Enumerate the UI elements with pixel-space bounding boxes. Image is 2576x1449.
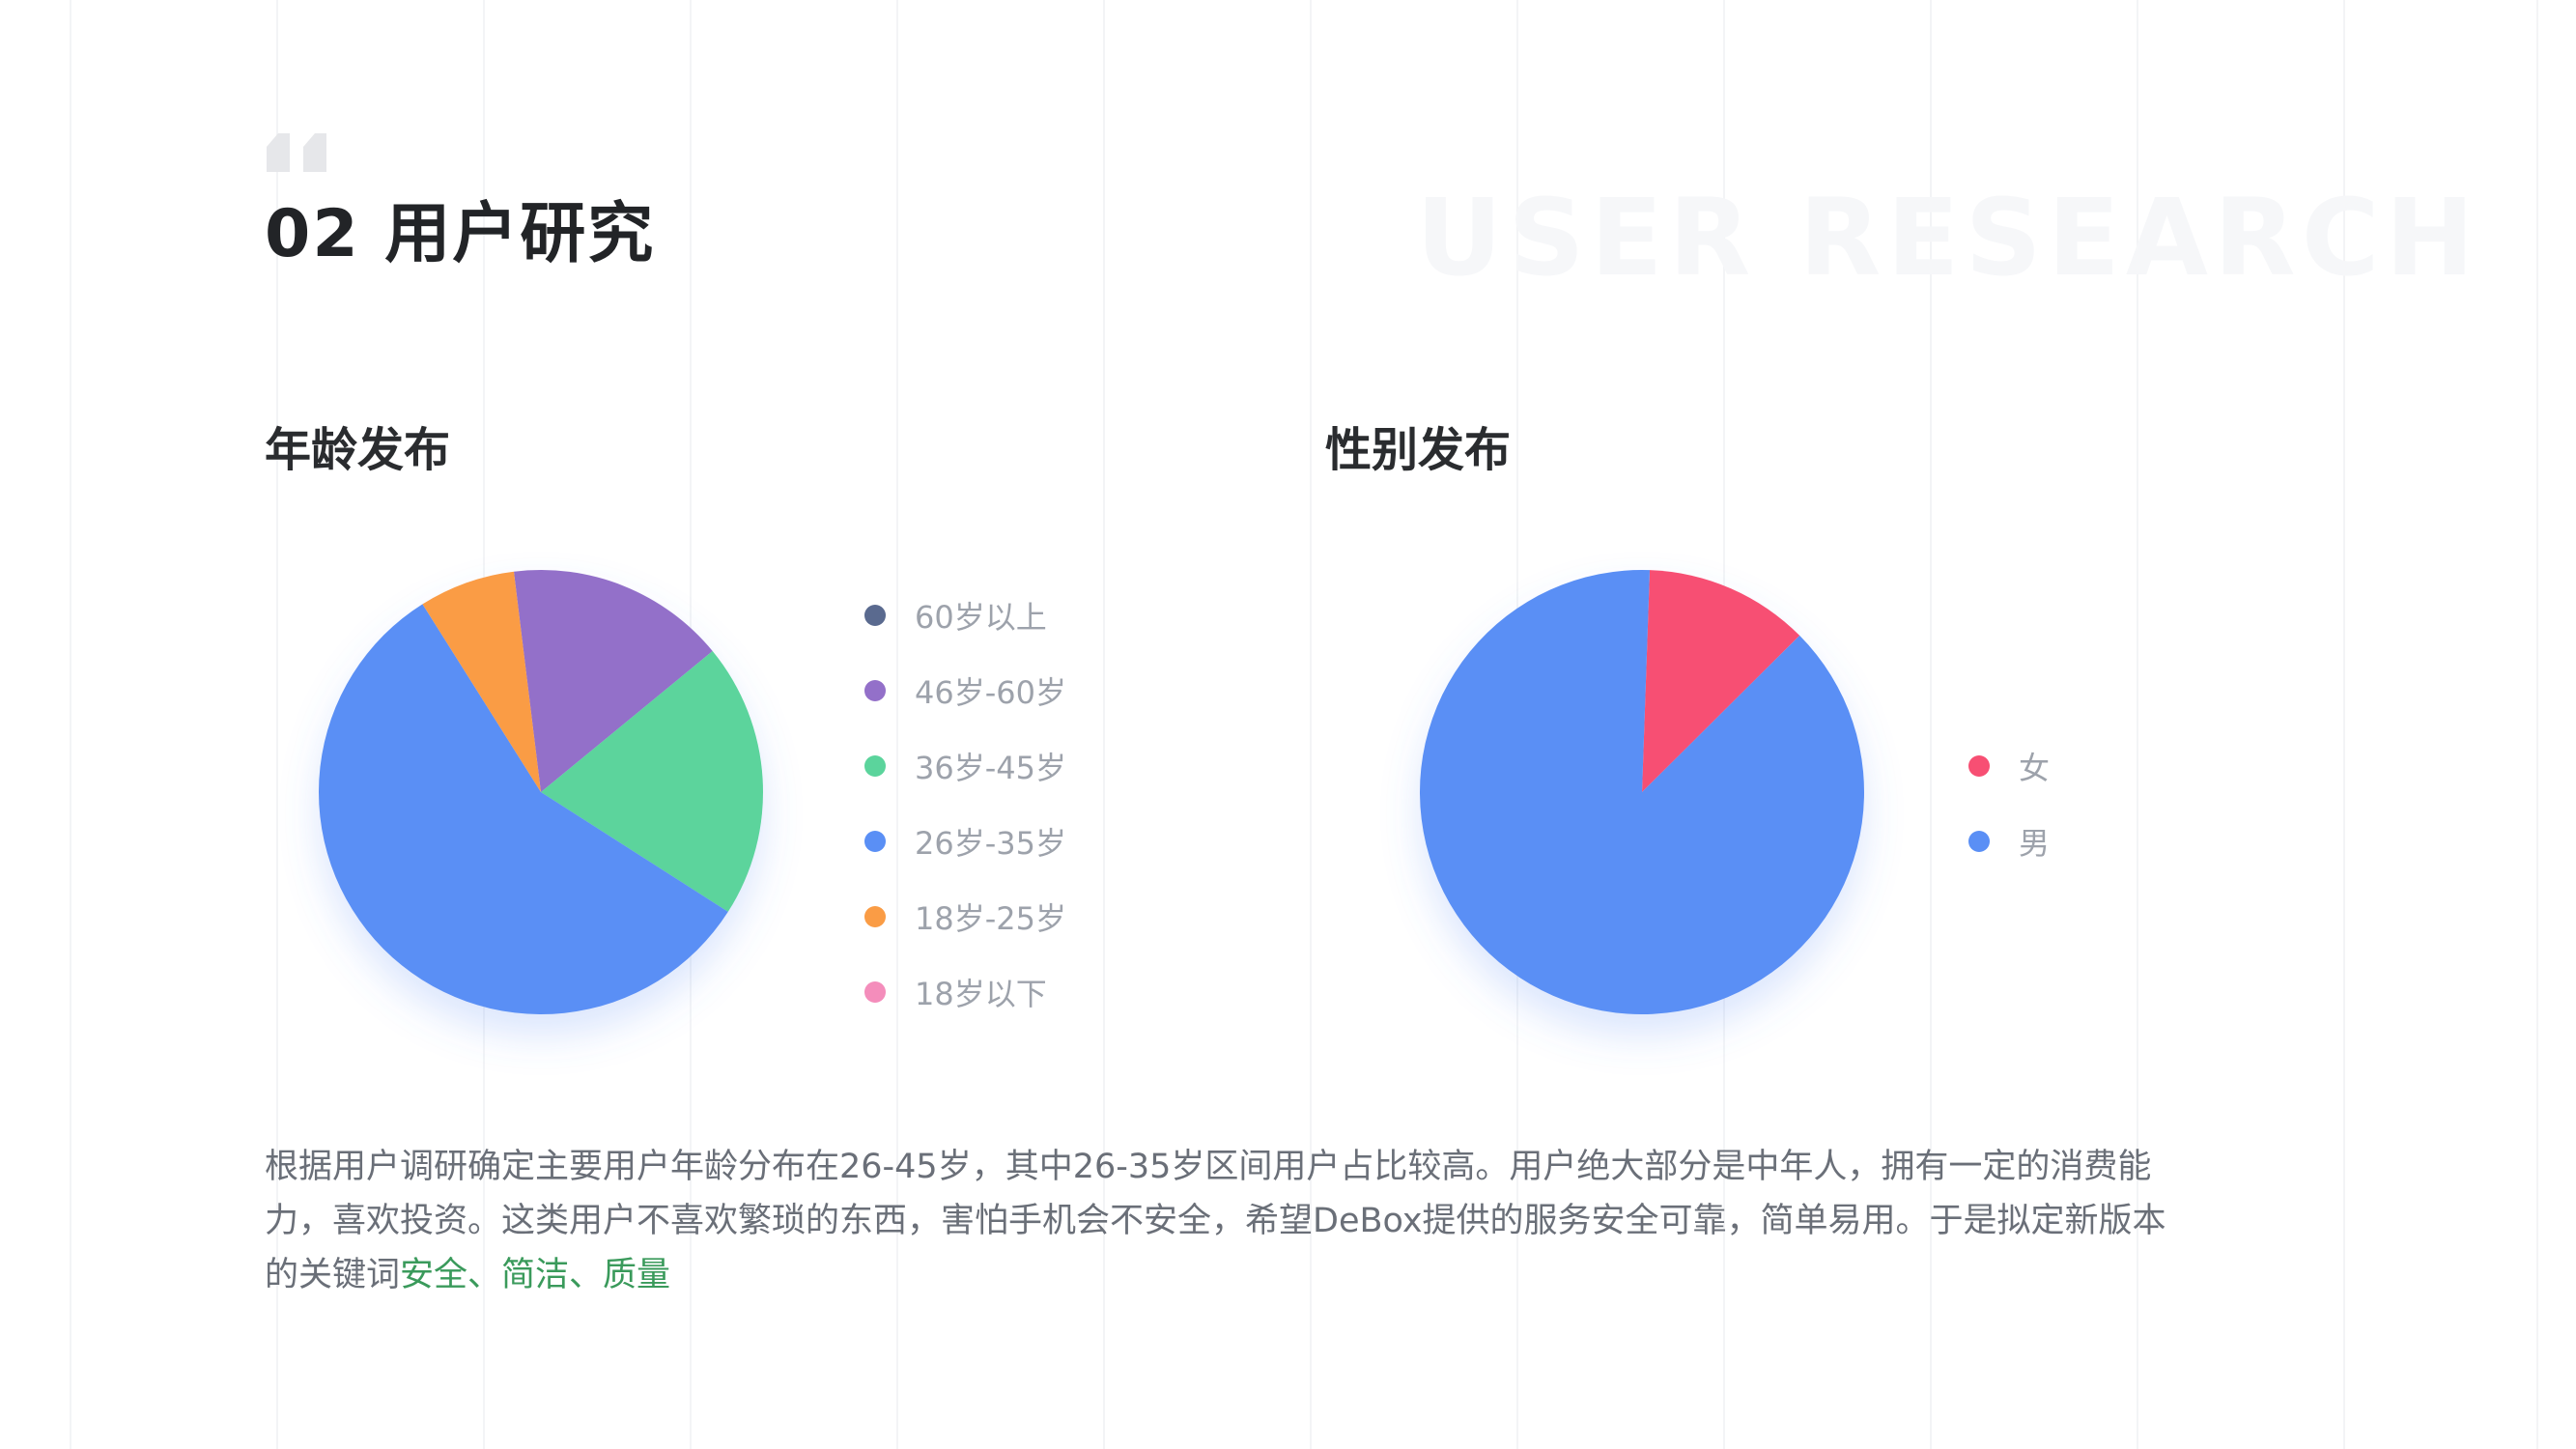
- legend-dot-icon: [864, 755, 886, 777]
- gender-section-title: 性别发布: [1325, 423, 1512, 477]
- age-pie-chart: [318, 570, 763, 1014]
- age-legend-label: 18岁-25岁: [915, 900, 1066, 937]
- gender-pie-slices: [1420, 570, 1864, 1014]
- page-title: 02 用户研究: [265, 196, 656, 272]
- summary-paragraph: 根据用户调研确定主要用户年龄分布在26-45岁，其中26-35岁区间用户占比较高…: [265, 1140, 2196, 1302]
- gender-legend-item: 男: [1968, 804, 2050, 879]
- age-legend-label: 46岁-60岁: [915, 674, 1066, 711]
- age-slice-26-35-3: [318, 604, 728, 1014]
- legend-dot-icon: [1968, 831, 1990, 852]
- quote-icon: [267, 133, 326, 172]
- gender-legend-item: 女: [1968, 728, 2050, 804]
- gender-pie-chart: [1420, 570, 1864, 1014]
- age-legend-item: 26岁-35岁: [864, 804, 1066, 879]
- age-legend-item: 60岁以上: [864, 578, 1066, 653]
- age-legend-item: 18岁以下: [864, 954, 1066, 1030]
- gender-slice-item-1: [1420, 570, 1864, 1014]
- age-legend-item: 46岁-60岁: [864, 653, 1066, 728]
- age-legend-item: 36岁-45岁: [864, 728, 1066, 804]
- age-legend-label: 18岁以下: [915, 976, 1047, 1012]
- legend-dot-icon: [864, 906, 886, 927]
- gender-legend-label: 男: [2019, 825, 2051, 862]
- age-legend-label: 60岁以上: [915, 599, 1047, 636]
- gender-legend-label: 女: [2019, 750, 2051, 786]
- gender-legend: 女男: [1968, 728, 2050, 879]
- legend-dot-icon: [864, 981, 886, 1003]
- age-legend-item: 18岁-25岁: [864, 879, 1066, 954]
- legend-dot-icon: [864, 680, 886, 701]
- age-section-title: 年龄发布: [265, 423, 451, 477]
- age-slice-18-25-4: [422, 571, 541, 792]
- summary-keywords: 安全、简洁、质量: [400, 1256, 671, 1294]
- gender-slice-item-0: [1642, 570, 1800, 792]
- legend-dot-icon: [864, 831, 886, 852]
- age-slice-36-45-2: [541, 651, 763, 912]
- watermark-text: USER RESEARCH: [1416, 176, 2480, 299]
- legend-dot-icon: [864, 605, 886, 626]
- age-legend-label: 26岁-35岁: [915, 825, 1066, 862]
- age-legend-label: 36岁-45岁: [915, 750, 1066, 786]
- legend-dot-icon: [1968, 755, 1990, 777]
- summary-text: 根据用户调研确定主要用户年龄分布在26-45岁，其中26-35岁区间用户占比较高…: [265, 1148, 2166, 1294]
- age-legend: 60岁以上 46岁-60岁 36岁-45岁 26岁-35岁 18岁-25岁 18岁以下: [864, 578, 1066, 1030]
- age-slice-46-60-1: [513, 570, 713, 792]
- age-pie-slices: [318, 570, 763, 1014]
